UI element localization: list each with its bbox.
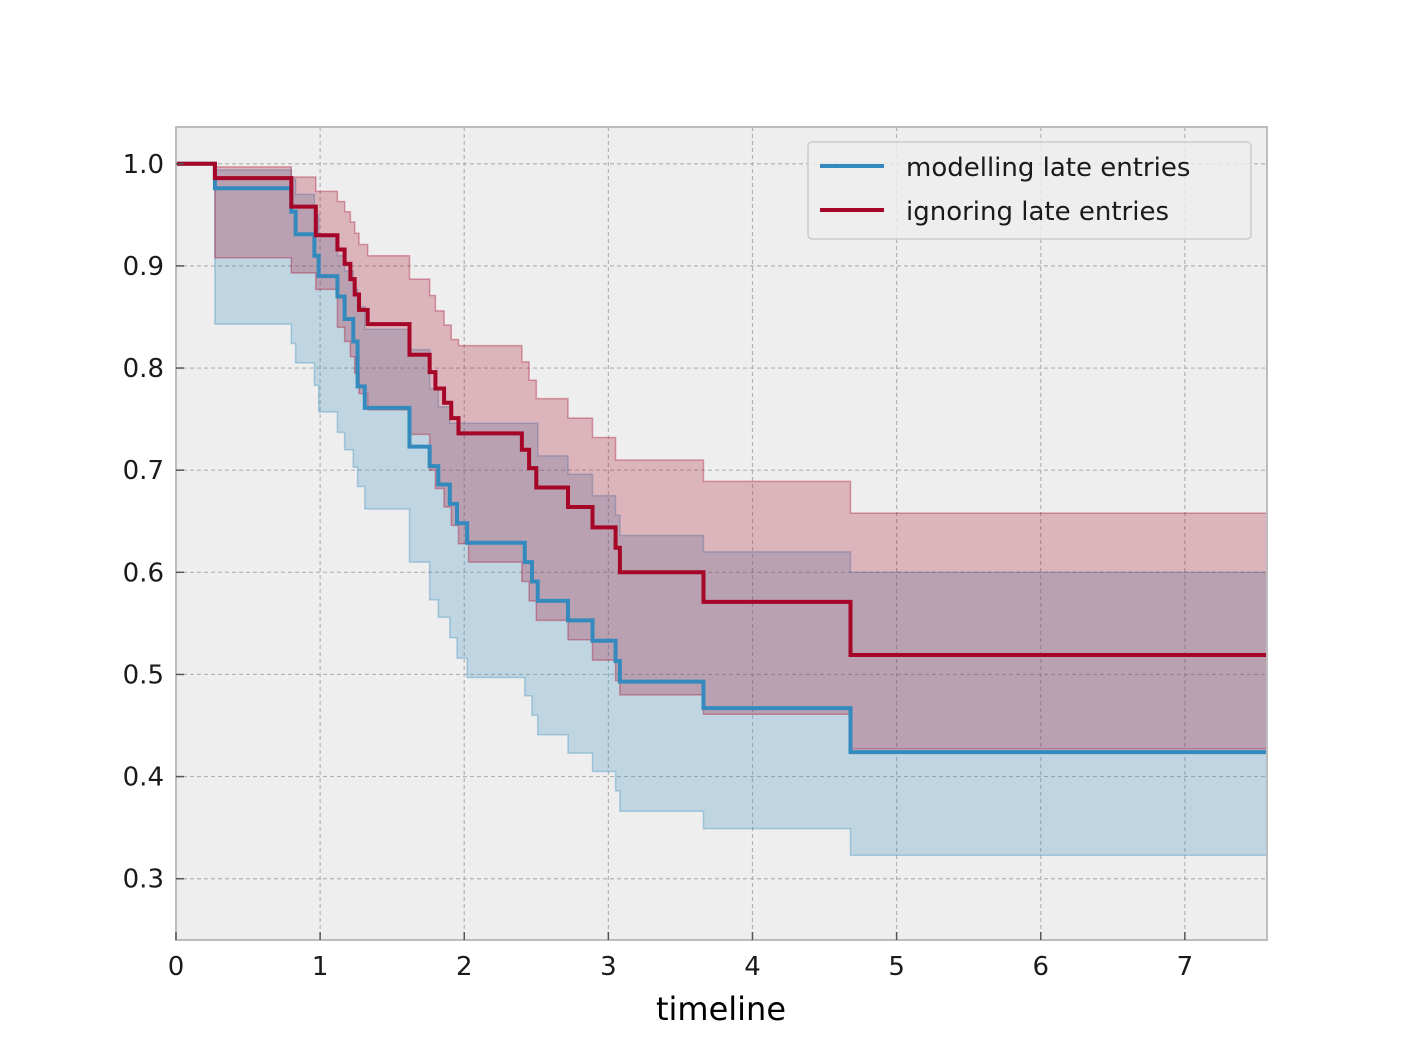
ci-band-0 <box>176 163 1268 906</box>
series-line-1 <box>176 161 1267 658</box>
x-tick-label-2: 2 <box>456 952 473 982</box>
legend-label-ignoring: ignoring late entries <box>906 197 1169 227</box>
y-tick-label-1: 0.4 <box>123 763 164 793</box>
y-tick-label-6: 0.9 <box>123 252 164 282</box>
y-tick-label-4: 0.7 <box>123 456 164 486</box>
x-tick-label-6: 6 <box>1032 952 1049 982</box>
x-axis-title: timeline <box>656 990 786 1028</box>
legend: modelling late entries ignoring late ent… <box>807 141 1252 240</box>
series-lines <box>176 161 1267 755</box>
y-tick-label-0: 0.3 <box>123 865 164 895</box>
plot-area <box>176 127 1267 940</box>
series-line-0 <box>176 161 1267 755</box>
x-tick-label-4: 4 <box>744 952 761 982</box>
legend-label-modelling: modelling late entries <box>906 153 1190 183</box>
x-tick-label-0: 0 <box>168 952 185 982</box>
legend-box <box>807 141 1252 240</box>
x-tick-label-1: 1 <box>312 952 329 982</box>
x-axis-ticks: 0 1 2 3 4 5 6 7 <box>168 932 1193 982</box>
y-tick-label-2: 0.5 <box>123 660 164 690</box>
y-tick-label-3: 0.6 <box>123 558 164 588</box>
x-tick-label-7: 7 <box>1177 952 1194 982</box>
x-tick-label-3: 3 <box>600 952 617 982</box>
x-tick-label-5: 5 <box>888 952 905 982</box>
y-tick-label-5: 0.8 <box>123 354 164 384</box>
y-axis-ticks: 0.3 0.4 0.5 0.6 0.7 0.8 0.9 1.0 <box>123 150 184 895</box>
y-tick-label-7: 1.0 <box>123 150 164 180</box>
plot-frame <box>175 126 1268 941</box>
